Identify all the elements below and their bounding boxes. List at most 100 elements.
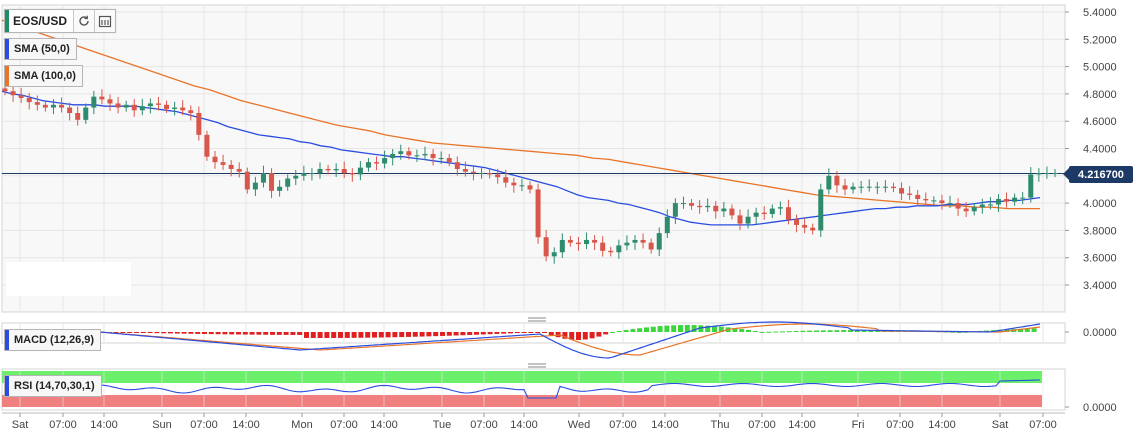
candle-body <box>842 185 848 190</box>
macd-hist-bar <box>338 332 343 338</box>
macd-hist-bar <box>229 332 235 335</box>
macd-hist-bar <box>392 332 398 338</box>
y-tick-label: 4.0000 <box>1083 198 1117 210</box>
macd-hist-bar <box>263 332 269 335</box>
macd-hist-bar <box>705 325 711 332</box>
candle-body <box>656 233 662 250</box>
candle-body <box>180 107 186 111</box>
macd-hist-bar <box>412 332 418 337</box>
candle-body <box>802 224 808 228</box>
legend-sma100-label: SMA (100,0) <box>14 70 76 82</box>
candle-body <box>866 186 872 188</box>
macd-hist-bar <box>589 332 595 339</box>
candle-body <box>899 188 905 194</box>
candle-body <box>995 199 1001 205</box>
candle-body <box>470 171 476 174</box>
macd-hist-bar <box>984 330 989 332</box>
candle-body <box>575 242 581 245</box>
macd-hist-bar <box>331 332 337 338</box>
macd-hist-bar <box>535 332 541 333</box>
macd-hist-bar <box>875 330 881 332</box>
legend-rsi[interactable]: RSI (14,70,30,1) <box>4 375 102 397</box>
macd-hist-bar <box>317 332 323 338</box>
macd-hist-bar <box>800 330 806 332</box>
candle-body <box>689 203 695 206</box>
macd-hist-bar <box>848 330 853 332</box>
symbol-selector[interactable]: EOS/USD <box>4 9 117 33</box>
macd-hist-bar <box>814 330 819 332</box>
candle-body <box>99 96 105 100</box>
candle-body <box>769 208 775 215</box>
candle-body <box>1004 199 1010 202</box>
x-tick-label: 07:00 <box>49 419 77 431</box>
candle-body <box>479 173 485 175</box>
macd-hist-bar <box>596 332 602 337</box>
macd-hist-bar <box>304 332 309 338</box>
legend-sma50[interactable]: SMA (50,0) <box>4 38 77 60</box>
candle-body <box>430 153 436 159</box>
candle-body <box>584 239 590 245</box>
macd-hist-bar <box>807 330 813 332</box>
candle-body <box>406 151 412 156</box>
x-tick-label: 07:00 <box>609 419 637 431</box>
candle-body <box>915 194 921 200</box>
candle-body <box>1052 173 1058 175</box>
candle-body <box>75 113 81 120</box>
calendar-button[interactable] <box>94 10 116 32</box>
candle-body <box>503 177 509 183</box>
symbol-label: EOS/USD <box>13 14 68 28</box>
macd-hist-bar <box>657 326 663 332</box>
macd-hist-bar <box>501 332 507 334</box>
macd-hist-bar <box>854 330 860 332</box>
macd-hist-bar <box>562 332 568 339</box>
x-tick-label: 14:00 <box>90 419 118 431</box>
legend-sma50-swatch <box>5 39 9 59</box>
candle-body <box>955 203 961 209</box>
macd-hist-bar <box>1018 328 1023 332</box>
macd-hist-bar <box>671 325 677 332</box>
candle-body <box>438 158 444 160</box>
refresh-button[interactable] <box>73 10 95 32</box>
legend-sma100[interactable]: SMA (100,0) <box>4 65 83 87</box>
candle-body <box>398 151 404 154</box>
candle-body <box>923 199 929 201</box>
macd-hist-bar <box>521 332 527 333</box>
macd-hist-bar <box>759 331 765 333</box>
candle-body <box>454 162 460 169</box>
macd-hist-bar <box>453 332 459 336</box>
macd-hist-bar <box>460 332 466 336</box>
macd-hist-bar <box>616 331 622 333</box>
x-tick-label: 14:00 <box>370 419 398 431</box>
candle-body <box>777 207 783 209</box>
macd-hist-bar <box>603 332 609 335</box>
legend-macd[interactable]: MACD (12,26,9) <box>4 329 102 351</box>
x-tick-label: Sat <box>12 419 29 431</box>
candle-body <box>301 173 307 176</box>
candle-body <box>188 110 194 114</box>
macd-hist-bar <box>1031 328 1037 332</box>
candle-body <box>18 95 24 98</box>
candle-body <box>414 155 420 157</box>
candle-body <box>495 174 501 178</box>
macd-hist-bar <box>480 332 486 335</box>
y-tick-label: 3.4000 <box>1083 280 1117 292</box>
candle-body <box>971 207 977 212</box>
macd-hist-bar <box>474 332 479 335</box>
legend-macd-swatch <box>5 330 9 350</box>
candle-body <box>309 173 315 175</box>
candle-body <box>826 175 832 190</box>
legend-macd-label: MACD (12,26,9) <box>14 334 95 346</box>
macd-line <box>99 321 1041 359</box>
x-tick-label: Sat <box>992 419 1009 431</box>
blank-overlay <box>6 262 131 296</box>
candle-body <box>713 205 719 212</box>
candle-body <box>697 205 703 208</box>
candles <box>2 84 1058 264</box>
macd-panel: 0.0000 <box>1 321 1117 359</box>
macd-hist-bar <box>344 332 350 338</box>
macd-hist-bar <box>154 332 160 334</box>
macd-hist-bar <box>956 331 962 333</box>
candle-body <box>761 212 767 215</box>
macd-hist-bar <box>195 332 201 334</box>
